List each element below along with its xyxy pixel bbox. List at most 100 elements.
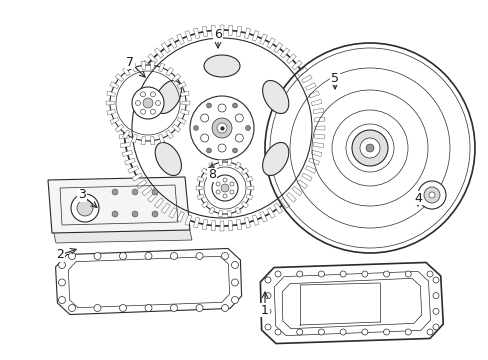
Polygon shape <box>193 217 199 228</box>
Circle shape <box>232 103 237 108</box>
Circle shape <box>135 100 140 105</box>
Circle shape <box>152 211 158 217</box>
Circle shape <box>432 324 438 330</box>
Polygon shape <box>305 83 316 90</box>
Circle shape <box>361 329 367 335</box>
Circle shape <box>426 271 432 277</box>
Circle shape <box>150 92 155 97</box>
Polygon shape <box>141 136 145 145</box>
Circle shape <box>229 190 233 194</box>
Polygon shape <box>196 186 202 190</box>
Circle shape <box>132 189 138 195</box>
Polygon shape <box>286 54 296 64</box>
Polygon shape <box>235 162 241 169</box>
Text: 6: 6 <box>214 28 222 41</box>
Polygon shape <box>247 186 253 190</box>
Polygon shape <box>147 193 157 202</box>
Circle shape <box>264 308 270 314</box>
Polygon shape <box>56 248 241 315</box>
Polygon shape <box>154 48 163 58</box>
Polygon shape <box>124 91 135 98</box>
Polygon shape <box>314 134 324 139</box>
Circle shape <box>417 181 445 209</box>
Polygon shape <box>314 126 325 130</box>
Circle shape <box>94 305 101 311</box>
Polygon shape <box>154 198 163 208</box>
Circle shape <box>351 130 387 166</box>
Circle shape <box>112 189 118 195</box>
Circle shape <box>77 200 93 216</box>
Circle shape <box>432 293 438 299</box>
Circle shape <box>428 192 434 198</box>
Circle shape <box>170 305 177 311</box>
Circle shape <box>140 92 145 97</box>
Polygon shape <box>236 26 242 37</box>
Polygon shape <box>218 159 222 166</box>
Circle shape <box>190 96 253 160</box>
Polygon shape <box>147 54 157 64</box>
Circle shape <box>274 329 281 335</box>
Circle shape <box>199 162 250 214</box>
Circle shape <box>206 103 211 108</box>
Circle shape <box>432 277 438 283</box>
Polygon shape <box>245 194 252 200</box>
Circle shape <box>119 305 126 311</box>
Circle shape <box>221 252 228 260</box>
Polygon shape <box>142 60 152 69</box>
Circle shape <box>132 211 138 217</box>
Polygon shape <box>259 211 267 222</box>
Polygon shape <box>168 38 177 48</box>
Circle shape <box>152 189 158 195</box>
Polygon shape <box>202 26 207 37</box>
Circle shape <box>229 182 233 186</box>
Text: 7: 7 <box>126 55 134 68</box>
Polygon shape <box>260 262 442 343</box>
Polygon shape <box>201 168 208 175</box>
Ellipse shape <box>155 81 181 113</box>
Polygon shape <box>106 101 114 105</box>
Circle shape <box>170 252 177 260</box>
Polygon shape <box>180 91 189 96</box>
Circle shape <box>196 305 203 311</box>
Polygon shape <box>228 220 232 231</box>
Polygon shape <box>297 180 307 189</box>
Circle shape <box>245 126 250 130</box>
Polygon shape <box>227 159 231 166</box>
Polygon shape <box>252 215 259 225</box>
Polygon shape <box>172 74 181 82</box>
Polygon shape <box>122 150 132 157</box>
Polygon shape <box>136 180 146 189</box>
Polygon shape <box>165 67 173 76</box>
Ellipse shape <box>203 179 240 201</box>
Text: 3: 3 <box>78 189 86 202</box>
Polygon shape <box>127 83 138 90</box>
Polygon shape <box>301 75 311 83</box>
Polygon shape <box>313 108 323 114</box>
Polygon shape <box>211 25 215 36</box>
Text: 4: 4 <box>413 192 421 204</box>
Circle shape <box>212 175 238 201</box>
Circle shape <box>232 148 237 153</box>
Polygon shape <box>119 126 129 130</box>
Ellipse shape <box>155 143 181 176</box>
Polygon shape <box>228 25 232 36</box>
Circle shape <box>132 87 163 119</box>
Circle shape <box>196 252 203 260</box>
Circle shape <box>359 138 379 158</box>
Polygon shape <box>110 82 119 89</box>
Polygon shape <box>236 219 242 230</box>
Circle shape <box>340 271 346 277</box>
Polygon shape <box>176 211 184 222</box>
Polygon shape <box>280 198 289 208</box>
Polygon shape <box>115 124 123 132</box>
Circle shape <box>318 329 324 335</box>
Polygon shape <box>291 186 302 196</box>
Circle shape <box>426 329 432 335</box>
Polygon shape <box>227 210 231 217</box>
Text: 2: 2 <box>56 248 64 261</box>
Circle shape <box>423 187 439 203</box>
Polygon shape <box>158 134 164 143</box>
Polygon shape <box>291 60 302 69</box>
Polygon shape <box>259 34 267 45</box>
Polygon shape <box>273 42 282 53</box>
